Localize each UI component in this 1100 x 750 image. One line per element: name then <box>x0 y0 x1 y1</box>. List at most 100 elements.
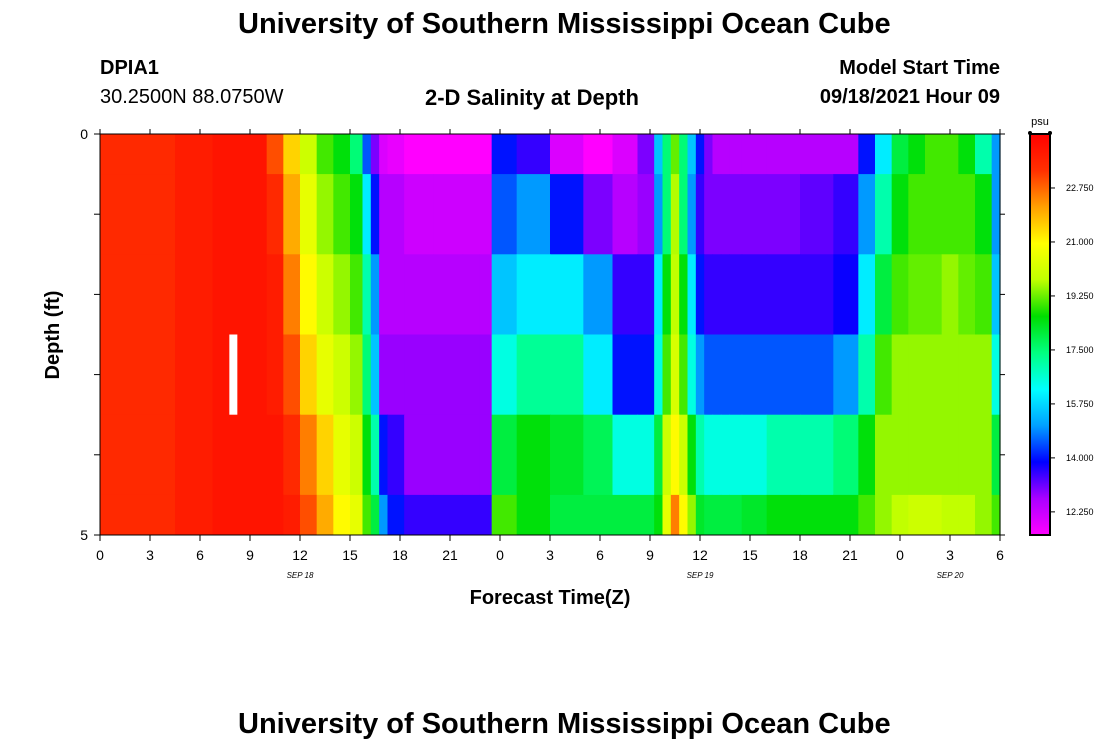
x-tick-label: 18 <box>392 547 408 563</box>
heatmap-cell <box>491 494 518 536</box>
colorbar-unit: psu <box>1031 116 1049 128</box>
heatmap-cell <box>741 494 768 536</box>
heatmap-cell <box>908 254 926 335</box>
heatmap-cell <box>875 174 893 255</box>
heatmap-cell <box>300 494 318 536</box>
heatmap-cell <box>720 254 730 335</box>
heatmap-cell <box>720 414 730 496</box>
heatmap-cell <box>379 334 389 416</box>
heatmap-cell <box>583 334 614 416</box>
heatmap-cell <box>362 254 372 335</box>
heatmap-cell <box>858 254 876 335</box>
heatmap-cell <box>491 174 518 255</box>
y-tick-label: 0 <box>80 126 88 142</box>
model-start-value: 09/18/2021 Hour 09 <box>819 86 1000 108</box>
date-label: SEP 18 <box>287 571 314 580</box>
heatmap-cell <box>800 494 834 536</box>
heatmap-cell <box>250 334 268 416</box>
heatmap-cell <box>125 334 176 416</box>
x-tick-label: 3 <box>546 547 554 563</box>
x-tick-label: 15 <box>742 547 758 563</box>
heatmap-cell <box>433 494 464 536</box>
heatmap-cell <box>283 254 301 335</box>
heatmap-cell <box>212 334 234 416</box>
heatmap-cell <box>491 414 518 496</box>
heatmap-cell <box>637 334 655 416</box>
heatmap-cell <box>741 414 768 496</box>
plot-title: 2-D Salinity at Depth <box>425 85 639 110</box>
heatmap-cell <box>387 414 405 496</box>
heatmap-cell <box>233 334 251 416</box>
x-tick-label: 21 <box>842 547 858 563</box>
heatmap-cell <box>350 494 364 536</box>
x-tick-label: 9 <box>246 547 254 563</box>
heatmap-cell <box>800 414 834 496</box>
heatmap-cell <box>712 134 722 175</box>
heatmap-cell <box>516 414 551 496</box>
colorbar-tick-label: 15.750 <box>1066 399 1094 409</box>
heatmap-cell <box>908 134 926 175</box>
heatmap-cell <box>670 334 680 416</box>
heatmap-cell <box>833 414 859 496</box>
heatmap-cell <box>175 334 214 416</box>
heatmap-cell <box>583 494 614 536</box>
heatmap-cell <box>991 254 1001 335</box>
heatmap-cell <box>362 494 372 536</box>
heatmap-cell <box>975 414 993 496</box>
heatmap-cell <box>833 334 859 416</box>
heatmap-cell <box>991 414 1001 496</box>
heatmap-cell <box>387 254 405 335</box>
heatmap-cell <box>175 254 214 335</box>
colorbar: psu 12.250 14.000 15.750 17.500 19.250 21.000… <box>1028 116 1094 536</box>
heatmap-cell <box>679 174 689 255</box>
heatmap-cell <box>654 494 664 536</box>
heatmap-cell <box>720 334 730 416</box>
heatmap-cell <box>316 334 334 416</box>
x-axis-label: Forecast Time(Z) <box>470 587 631 609</box>
heatmap-cell <box>704 414 714 496</box>
heatmap-cell <box>333 134 351 175</box>
heatmap-cell <box>991 174 1001 255</box>
heatmap-cell <box>333 494 351 536</box>
heatmap-cell <box>100 414 126 496</box>
heatmap-cell <box>387 334 405 416</box>
heatmap-cell <box>350 414 364 496</box>
heatmap-cell <box>908 334 926 416</box>
colorbar-tick-label: 12.250 <box>1066 507 1094 517</box>
heatmap-cell <box>479 414 493 496</box>
heatmap-cell <box>662 174 672 255</box>
heatmap-cell <box>662 134 672 175</box>
page-title: University of Southern Mississippi Ocean… <box>238 8 891 40</box>
heatmap-cell <box>250 134 268 175</box>
heatmap-cell <box>300 334 318 416</box>
heatmap-cell <box>479 334 493 416</box>
heatmap-cell <box>679 494 689 536</box>
heatmap-cell <box>891 494 909 536</box>
heatmap-cell <box>350 254 364 335</box>
heatmap-cell <box>875 254 893 335</box>
heatmap-cell <box>679 254 689 335</box>
heatmap-cell <box>941 334 959 416</box>
heatmap-cell <box>266 494 284 536</box>
date-label: SEP 19 <box>687 571 714 580</box>
heatmap-cell <box>316 174 334 255</box>
heatmap-cell <box>908 174 926 255</box>
heatmap-cell <box>516 134 551 175</box>
heatmap-cell <box>833 494 859 536</box>
heatmap-cell <box>250 494 268 536</box>
heatmap-cell <box>250 254 268 335</box>
x-tick-label: 0 <box>496 547 504 563</box>
heatmap-cell <box>712 174 722 255</box>
heatmap-cell <box>687 134 697 175</box>
heatmap-cell <box>670 254 680 335</box>
heatmap-cell <box>283 414 301 496</box>
x-tick-label: 9 <box>646 547 654 563</box>
heatmap-cell <box>800 134 834 175</box>
heatmap-cell <box>125 254 176 335</box>
heatmap-cell <box>404 494 434 536</box>
x-tick-label: 0 <box>896 547 904 563</box>
heatmap-cell <box>891 174 909 255</box>
heatmap-cell <box>379 494 389 536</box>
heatmap-cell <box>766 134 801 175</box>
colorbar-corner-dot <box>1048 131 1052 135</box>
